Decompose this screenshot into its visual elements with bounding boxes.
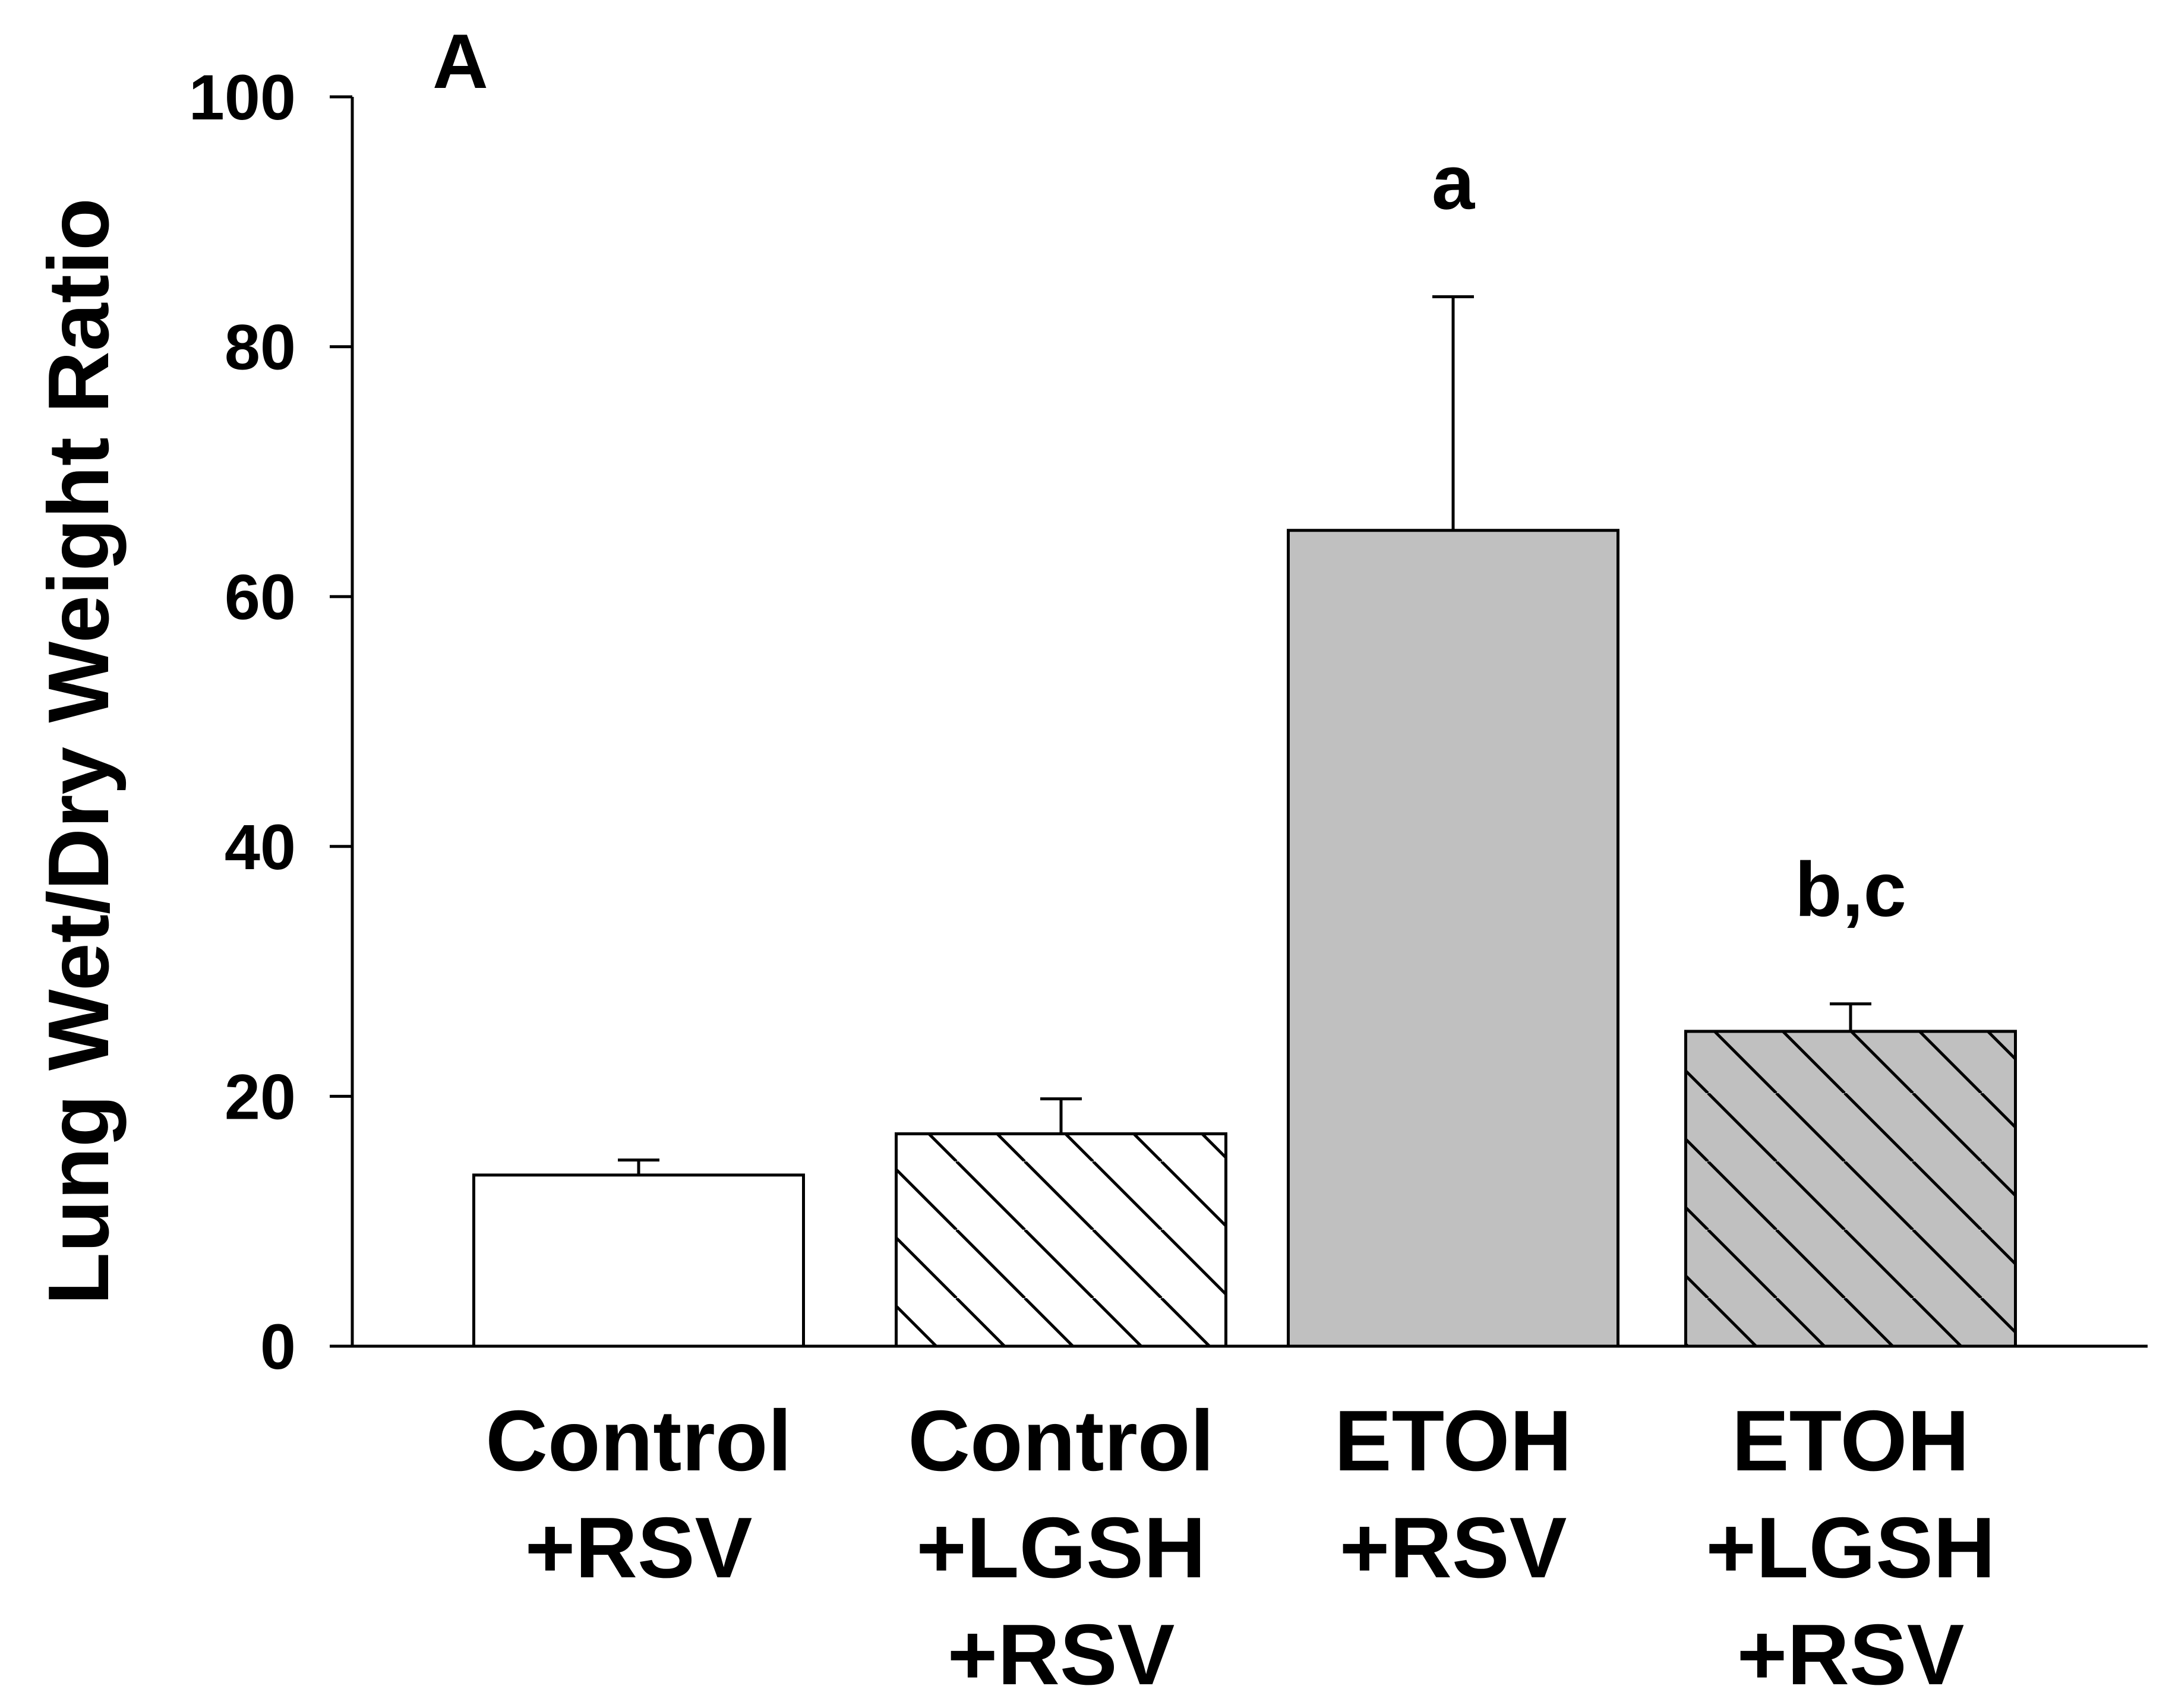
bar-hatch bbox=[1684, 1030, 2017, 1348]
y-ticks: 0 20 40 60 80 100 bbox=[189, 61, 352, 1382]
bar bbox=[472, 1173, 805, 1348]
y-tick-label: 0 bbox=[260, 1311, 296, 1382]
y-tick-label: 100 bbox=[189, 61, 296, 133]
significance-annotations: a b,c bbox=[1432, 138, 1906, 932]
x-tick-labels: Control +RSV Control +LGSH +RSV ETOH +RSV ETOH +… bbox=[485, 1393, 1995, 1703]
x-tick-label: +RSV bbox=[948, 1606, 1175, 1703]
x-tick-label: +RSV bbox=[1340, 1499, 1567, 1596]
significance-label: a bbox=[1432, 138, 1476, 225]
significance-label: b,c bbox=[1795, 846, 1906, 933]
x-tick-label: ETOH bbox=[1334, 1393, 1572, 1489]
panel-label: A bbox=[432, 18, 488, 105]
y-tick-label: 80 bbox=[225, 311, 296, 383]
x-tick-label: Control bbox=[485, 1393, 791, 1489]
x-tick-label: +LGSH bbox=[916, 1499, 1205, 1596]
y-tick-label: 20 bbox=[225, 1060, 296, 1132]
bars bbox=[472, 529, 2017, 1348]
y-tick-label: 60 bbox=[225, 561, 296, 633]
x-tick-label: Control bbox=[908, 1393, 1214, 1489]
x-tick-label: +RSV bbox=[525, 1499, 753, 1596]
bar bbox=[1287, 529, 1619, 1348]
bar-hatch bbox=[895, 1132, 1227, 1348]
x-tick-label: +LGSH bbox=[1706, 1499, 1995, 1596]
y-tick-label: 40 bbox=[225, 811, 296, 883]
x-tick-label: ETOH bbox=[1732, 1393, 1969, 1489]
y-axis-title: Lung Wet/Dry Weight Ratio bbox=[30, 198, 127, 1305]
error-bars bbox=[618, 295, 1871, 1175]
x-tick-label: +RSV bbox=[1737, 1606, 1965, 1703]
